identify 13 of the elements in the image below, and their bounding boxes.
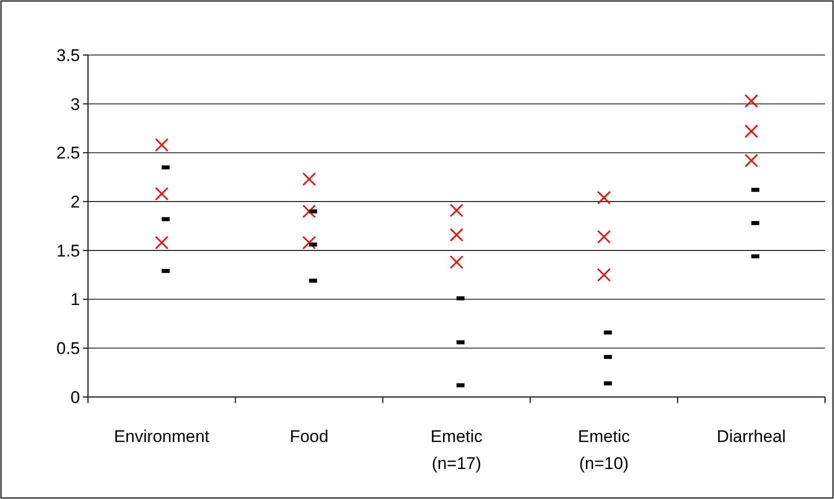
y-tick-label: 3 [70,94,80,114]
y-tick-label: 0 [70,388,80,407]
y-tick-label: 2 [70,192,80,212]
y-tick-label: 1 [70,290,80,310]
y-tick-label: 3.5 [56,46,80,65]
y-tick-label: 2.5 [56,144,80,163]
y-tick-label: 1.5 [56,241,80,260]
x-tick-label: Emetic (n=10) [578,427,630,473]
x-tick-label: Environment [114,427,210,446]
y-tick-label: 0.5 [56,339,80,358]
x-tick-label: Emetic (n=17) [430,427,483,473]
x-tick-label: Food [290,427,328,446]
x-tick-label: Diarrheal [716,427,786,446]
